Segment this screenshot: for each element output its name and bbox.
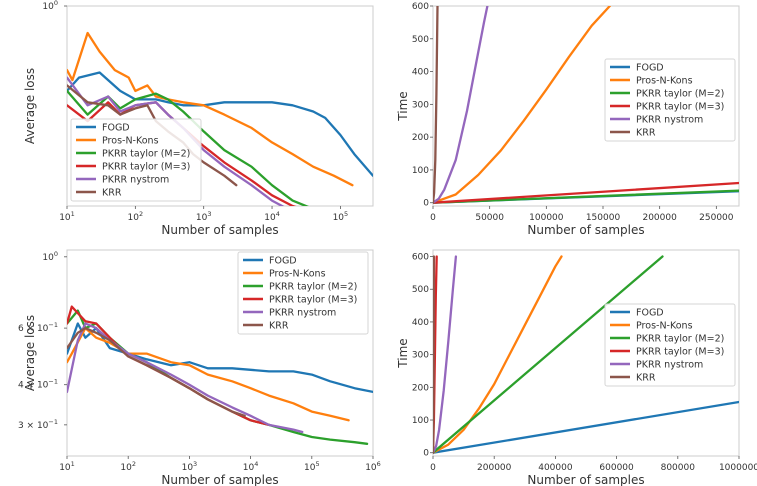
y-tick-label: 100 [412, 166, 429, 176]
y-tick-label: 600 [412, 253, 429, 263]
x-tick-label: 1000000 [719, 463, 757, 473]
x-tick-label: 102 [128, 210, 144, 223]
x-tick-label: 104 [243, 460, 259, 473]
x-axis-label: Number of samples [161, 473, 278, 486]
chart-top-right: 0 50000 100000 150000 200000 250000 0 100 200 300… [396, 2, 740, 237]
legend-label: PKRR taylor (M=3) [102, 162, 190, 173]
legend-label: PKRR nystrom [636, 115, 703, 126]
legend-label: KRR [269, 321, 289, 332]
y-tick-label: 4 × 10−1 [18, 378, 58, 391]
y-tick-label: 300 [412, 100, 429, 110]
y-tick-label: 100 [42, 250, 58, 263]
y-tick-label: 500 [412, 285, 429, 295]
x-tick-label: 400000 [538, 463, 573, 473]
x-tick-label: 100000 [529, 213, 564, 223]
legend-label: PKRR taylor (M=3) [269, 295, 357, 306]
series-line [433, 181, 739, 204]
y-tick-label: 100 [42, 0, 58, 12]
legend-label: FOGD [269, 256, 297, 267]
y-axis-label: Average loss [23, 315, 37, 391]
legend-label: Pros-N-Kons [102, 136, 159, 147]
legend-label: PKRR taylor (M=3) [636, 102, 724, 113]
legend-label: KRR [636, 373, 656, 384]
x-axis-label: Number of samples [527, 223, 644, 237]
x-tick-label: 200000 [642, 213, 677, 223]
series-line [433, 255, 436, 454]
plot-frame [432, 5, 740, 207]
chart-top-left: 101 102 103 104 105 100 Number of samples Avera… [23, 0, 374, 237]
y-tick-label: 400 [412, 318, 429, 328]
x-axis-label: Number of samples [161, 223, 278, 237]
legend: FOGD Pros-N-Kons PKRR taylor (M=2) PKRR tay… [70, 118, 202, 202]
legend-label: Pros-N-Kons [636, 76, 693, 87]
x-axis-label: Number of samples [527, 473, 644, 486]
y-tick-label: 200 [412, 383, 429, 393]
legend-label: Pros-N-Kons [269, 269, 326, 280]
legend: FOGD Pros-N-Kons PKRR taylor (M=2) PKRR tay… [604, 303, 736, 387]
legend-label: PKRR taylor (M=2) [636, 334, 724, 345]
series-line [433, 6, 611, 204]
legend-label: PKRR taylor (M=2) [636, 89, 724, 100]
x-tick-label: 105 [304, 460, 320, 473]
x-tick-label: 600000 [599, 463, 634, 473]
series-line [67, 326, 350, 422]
x-tick-label: 101 [59, 210, 75, 223]
y-tick-label: 100 [412, 416, 429, 426]
legend-label: FOGD [636, 63, 664, 74]
legend-label: PKRR nystrom [269, 308, 336, 319]
legend-label: PKRR taylor (M=2) [269, 282, 357, 293]
x-tick-label: 250000 [699, 213, 734, 223]
y-tick-label: 600 [412, 2, 429, 12]
y-tick-label: 300 [412, 351, 429, 361]
chart-bottom-right: 0 200000 400000 600000 800000 1000000 0 100 200 3… [396, 249, 757, 486]
legend-label: PKRR taylor (M=3) [636, 347, 724, 358]
legend-label: PKRR nystrom [636, 360, 703, 371]
y-tick-label: 3 × 10−1 [18, 418, 58, 431]
y-tick-label: 400 [412, 68, 429, 78]
legend: FOGD Pros-N-Kons PKRR taylor (M=2) PKRR tay… [237, 251, 369, 335]
legend-label: Pros-N-Kons [636, 321, 693, 332]
legend-label: PKRR taylor (M=2) [102, 149, 190, 160]
y-tick-label: 200 [412, 133, 429, 143]
x-tick-label: 103 [182, 460, 198, 473]
y-axis-label: Average loss [23, 68, 37, 144]
x-tick-label: 106 [365, 460, 381, 473]
x-tick-label: 101 [59, 460, 75, 473]
legend: FOGD Pros-N-Kons PKRR taylor (M=2) PKRR tay… [604, 58, 736, 142]
x-tick-label: 102 [120, 460, 136, 473]
x-tick-label: 800000 [661, 463, 696, 473]
y-tick-label: 0 [423, 199, 429, 209]
series-line [67, 322, 373, 394]
series-line [433, 189, 739, 204]
series-line [433, 255, 563, 454]
y-tick-label: 6 × 10−1 [18, 321, 58, 334]
series-line [67, 326, 246, 417]
legend-label: PKRR nystrom [102, 175, 169, 186]
x-tick-label: 104 [264, 210, 280, 223]
chart-bottom-left: 101 102 103 104 105 106 100 6 × 10−1 4 × 10−1 3 ×… [18, 249, 381, 486]
x-tick-label: 0 [430, 463, 436, 473]
series-line [433, 400, 739, 454]
y-tick-label: 0 [423, 449, 429, 459]
y-tick-label: 500 [412, 35, 429, 45]
series-line [67, 71, 373, 177]
legend-label: KRR [636, 128, 656, 139]
legend-label: FOGD [636, 308, 664, 319]
x-tick-label: 0 [430, 213, 436, 223]
series-line [433, 255, 458, 454]
x-tick-label: 150000 [586, 213, 621, 223]
series-line [433, 6, 489, 204]
legend-label: KRR [102, 188, 122, 199]
x-tick-label: 105 [333, 210, 349, 223]
series-line [433, 255, 664, 454]
x-tick-label: 50000 [475, 213, 504, 223]
x-tick-label: 103 [196, 210, 212, 223]
y-axis-label: Time [396, 338, 410, 368]
x-tick-label: 200000 [477, 463, 512, 473]
y-axis-label: Time [396, 91, 410, 121]
legend-label: FOGD [102, 123, 130, 134]
series-line [67, 322, 304, 434]
series-line [433, 6, 439, 204]
